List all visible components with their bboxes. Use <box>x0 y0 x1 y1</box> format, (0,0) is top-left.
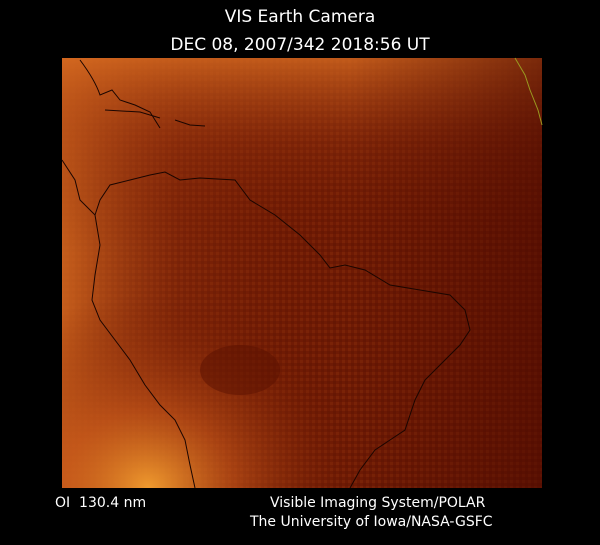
title: VIS Earth Camera <box>225 7 376 27</box>
credit-label: The University of Iowa/NASA-GSFC <box>249 514 493 530</box>
timestamp: DEC 08, 2007/342 2018:56 UT <box>170 35 430 55</box>
filter-label: OI 130.4 nm <box>55 495 146 511</box>
instrument-label: Visible Imaging System/POLAR <box>270 495 486 511</box>
earth-image <box>61 57 543 489</box>
